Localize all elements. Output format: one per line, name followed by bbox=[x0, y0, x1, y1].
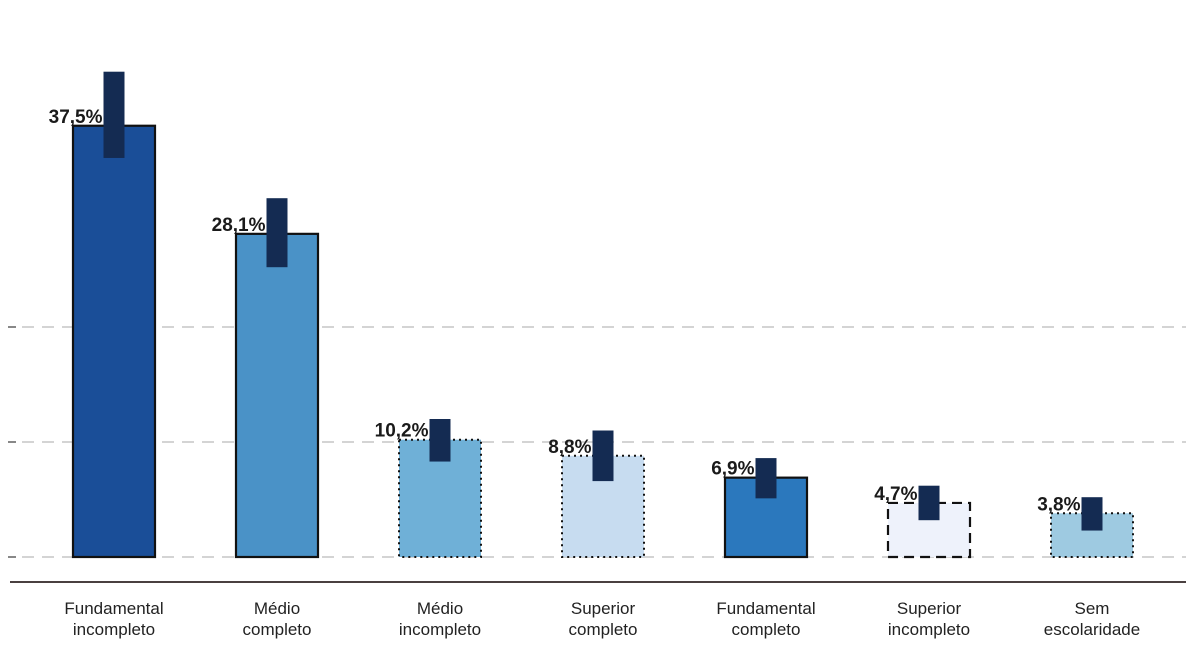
x-tick-label-6-1: escolaridade bbox=[1044, 620, 1140, 639]
bar-1 bbox=[234, 232, 320, 559]
value-label-5: 4,7% bbox=[874, 484, 917, 505]
x-tick-label-1-0: Médio bbox=[254, 599, 300, 618]
x-tick-label-4-1: completo bbox=[732, 620, 801, 639]
value-label-1: 28,1% bbox=[212, 215, 266, 236]
x-tick-label-0-1: incompleto bbox=[73, 620, 155, 639]
error-bar-2 bbox=[429, 419, 451, 462]
x-tick-label-0-0: Fundamental bbox=[64, 599, 163, 618]
value-label-0: 37,5% bbox=[49, 107, 103, 128]
error-bar-4 bbox=[755, 458, 777, 499]
x-tick-label-2-0: Médio bbox=[417, 599, 463, 618]
x-tick-label-3-1: completo bbox=[569, 620, 638, 639]
value-label-2: 10,2% bbox=[375, 421, 429, 442]
x-tick-label-5-1: incompleto bbox=[888, 620, 970, 639]
x-tick-label-1-1: completo bbox=[243, 620, 312, 639]
x-tick-label-2-1: incompleto bbox=[399, 620, 481, 639]
error-bar-1 bbox=[266, 198, 288, 268]
error-bar-0 bbox=[103, 71, 125, 158]
bar-0 bbox=[71, 124, 157, 559]
value-label-6: 3,8% bbox=[1037, 494, 1080, 515]
x-tick-label-5-0: Superior bbox=[897, 599, 962, 618]
value-label-4: 6,9% bbox=[711, 459, 754, 480]
value-label-3: 8,8% bbox=[548, 437, 591, 458]
x-tick-label-6-0: Sem bbox=[1075, 599, 1110, 618]
error-bar-3 bbox=[592, 430, 614, 482]
x-tick-label-4-0: Fundamental bbox=[716, 599, 815, 618]
labels: 37,5% Fundamental incompleto 28,1% Médio comp… bbox=[49, 107, 1141, 639]
error-bar-6 bbox=[1081, 497, 1103, 531]
error-bar-5 bbox=[918, 485, 940, 521]
x-tick-label-3-0: Superior bbox=[571, 599, 636, 618]
bars bbox=[71, 71, 1134, 559]
